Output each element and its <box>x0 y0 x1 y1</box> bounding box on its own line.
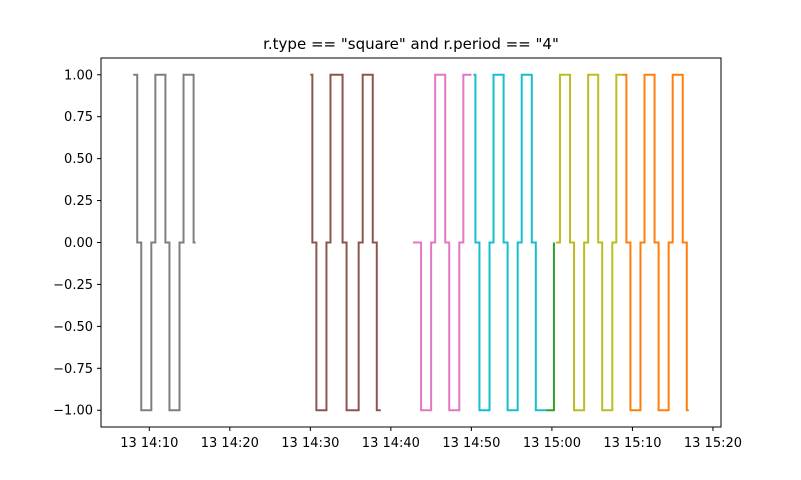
y-tick-label: 0.50 <box>64 152 93 167</box>
series-line-3 <box>413 73 472 412</box>
series-line-2 <box>310 73 381 412</box>
y-tick-label: −1.00 <box>53 404 93 419</box>
series-line-6 <box>555 73 623 412</box>
x-tick-label: 13 14:50 <box>442 436 500 451</box>
y-tick-label: 0.00 <box>64 236 93 251</box>
plot-area <box>133 73 689 412</box>
series-line-5 <box>545 242 555 412</box>
y-tick-label: −0.75 <box>53 362 93 377</box>
series-line-7 <box>622 73 689 412</box>
y-tick-label: −0.25 <box>53 278 93 293</box>
y-tick-label: 0.25 <box>64 194 93 209</box>
x-tick-label: 13 14:30 <box>281 436 339 451</box>
x-axis: 13 14:10 13 14:20 13 14:30 13 14:40 13 14:50… <box>120 427 742 451</box>
x-tick-label: 13 15:20 <box>684 436 742 451</box>
y-tick-label: 0.75 <box>64 110 93 125</box>
series-line-1 <box>133 73 196 412</box>
chart-title: r.type == "square" and r.period == "4" <box>263 35 559 53</box>
y-tick-label: 1.00 <box>64 68 93 83</box>
y-tick-label: −0.50 <box>53 320 93 335</box>
x-tick-label: 13 15:00 <box>523 436 581 451</box>
x-tick-label: 13 14:20 <box>201 436 259 451</box>
x-tick-label: 13 15:10 <box>603 436 661 451</box>
x-tick-label: 13 14:40 <box>362 436 420 451</box>
y-axis: 1.00 0.75 0.50 0.25 0.00 −0.25 −0.50 −0.75 −1.00 <box>53 68 101 419</box>
x-tick-label: 13 14:10 <box>120 436 178 451</box>
series-line-4 <box>473 73 546 412</box>
